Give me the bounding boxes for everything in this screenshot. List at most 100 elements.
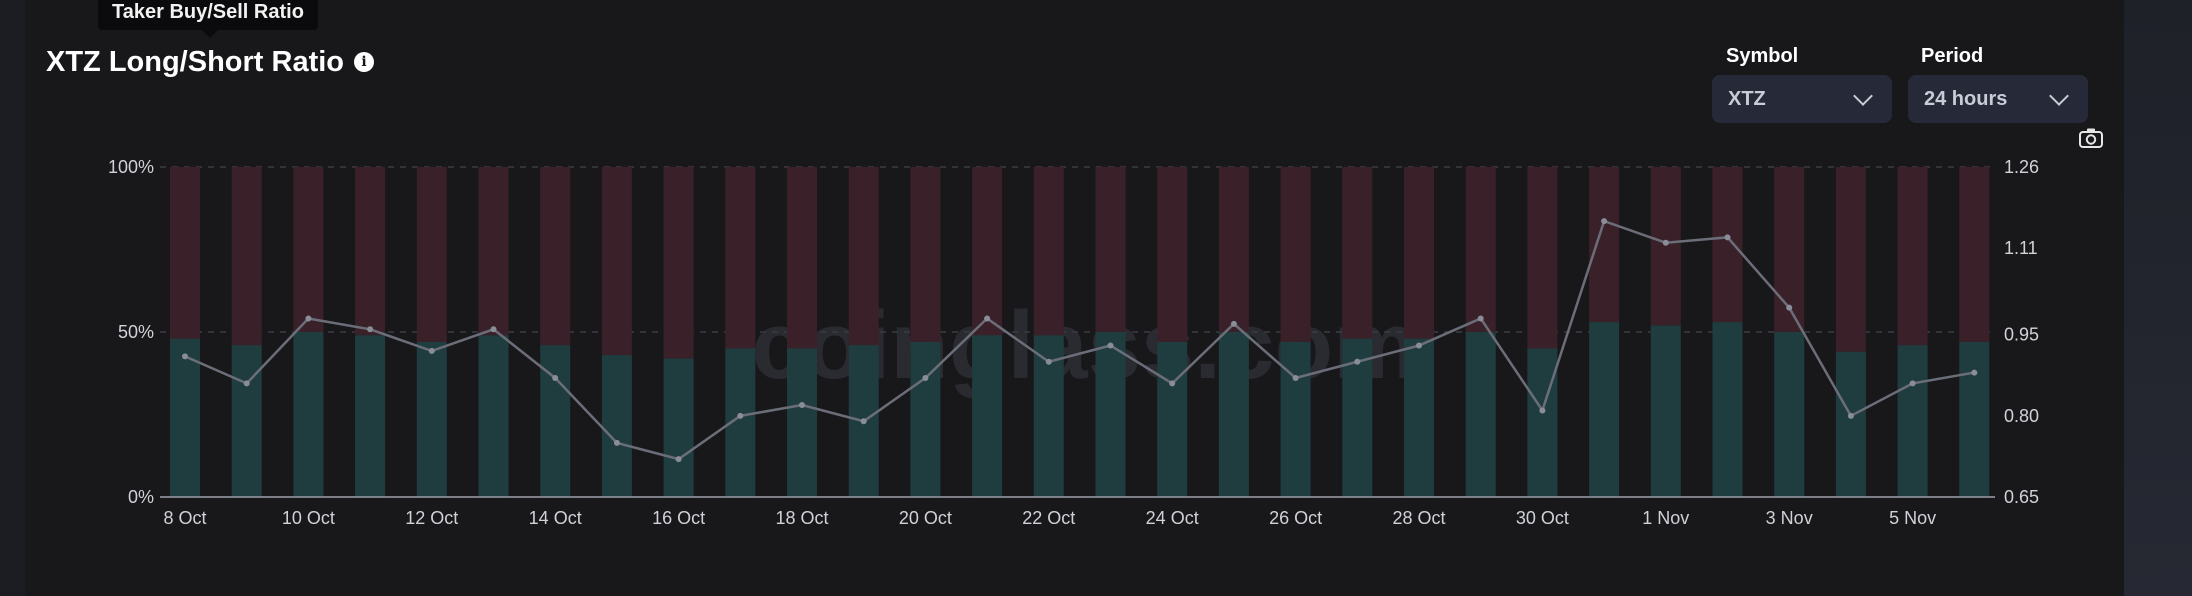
ratio-point [1230, 320, 1237, 327]
long-bar [972, 335, 1003, 497]
y-left-tick-label: 50% [118, 322, 154, 342]
short-bar [1589, 167, 1620, 323]
ratio-point [737, 412, 744, 419]
long-bar [1404, 338, 1434, 497]
ratio-point [490, 326, 497, 333]
ratio-point [675, 456, 682, 463]
x-tick-label: 22 Oct [1022, 508, 1075, 528]
ratio-point [1107, 342, 1114, 349]
long-bar [540, 345, 571, 497]
long-bar [1157, 341, 1188, 497]
long-bar [1897, 345, 1928, 497]
symbol-value: XTZ [1728, 87, 1766, 110]
short-bar [1835, 167, 1866, 352]
long-bar [231, 345, 262, 497]
ratio-point [1847, 412, 1854, 419]
short-bar [355, 167, 386, 336]
ratio-point [922, 374, 929, 381]
page-title: XTZ Long/Short Ratio i [46, 44, 375, 80]
short-bar [1650, 167, 1681, 326]
period-value: 24 hours [1924, 87, 2008, 110]
x-tick-label: 16 Oct [652, 508, 705, 528]
short-bar [1404, 167, 1434, 339]
period-label: Period [1921, 45, 1984, 67]
x-tick-label: 1 Nov [1642, 508, 1689, 528]
x-tick-label: 20 Oct [899, 508, 952, 528]
ratio-point [1724, 234, 1731, 241]
short-bar [1897, 167, 1928, 346]
ratio-point [799, 402, 805, 409]
y-right-tick-label: 0.80 [2004, 406, 2039, 426]
symbol-label: Symbol [1726, 45, 1799, 67]
long-bar [601, 355, 632, 497]
ratio-point [1169, 380, 1176, 387]
long-bar [1650, 325, 1681, 497]
long-bar [416, 341, 447, 497]
y-left-tick-label: 0% [128, 487, 154, 507]
ratio-point [1354, 358, 1361, 365]
long-bar [1218, 332, 1249, 497]
y-left-tick-label: 100% [108, 157, 154, 177]
long-bar [170, 338, 200, 497]
short-bar [1280, 167, 1311, 342]
short-bar [663, 167, 694, 359]
long-bar [787, 348, 817, 497]
y-right-tick-label: 0.95 [2004, 325, 2039, 345]
x-tick-label: 10 Oct [282, 508, 335, 528]
ratio-point [1786, 304, 1793, 311]
short-bar [1527, 167, 1558, 349]
x-tick-label: 8 Oct [163, 508, 206, 528]
long-bar [478, 335, 509, 497]
short-bar [725, 167, 756, 349]
short-bar [1712, 167, 1743, 323]
short-bar [848, 167, 879, 346]
short-bar [293, 167, 324, 332]
short-bar [787, 167, 817, 349]
short-bar [972, 167, 1003, 336]
ratio-point [1601, 218, 1608, 225]
short-bar [1033, 167, 1064, 336]
short-bar [231, 167, 262, 346]
ratio-point [613, 439, 620, 446]
axes: 0% 50% 100% 0.65 0.80 0.95 1.11 1.26 8 Oct 10 Oct… [108, 157, 2039, 528]
long-bar [1712, 322, 1743, 497]
ratio-point [1477, 315, 1484, 322]
x-tick-label: 14 Oct [529, 508, 582, 528]
long-bar [1095, 332, 1126, 497]
short-bar [170, 167, 200, 339]
title-text: XTZ Long/Short Ratio [46, 46, 345, 78]
short-bar [416, 167, 447, 342]
ratio-point [182, 353, 188, 360]
ratio-point [1662, 239, 1669, 246]
camera-icon[interactable] [2078, 127, 2104, 149]
short-bar [1095, 167, 1126, 332]
x-tick-label: 3 Nov [1766, 508, 1813, 528]
x-tick-label: 18 Oct [775, 508, 828, 528]
bars [170, 167, 1990, 497]
short-bar [1465, 167, 1496, 332]
y-right-tick-label: 0.65 [2004, 487, 2039, 507]
tooltip-text: Taker Buy/Sell Ratio [112, 1, 304, 23]
ratio-point [367, 326, 374, 333]
x-tick-label: 5 Nov [1889, 508, 1936, 528]
short-bar [540, 167, 571, 346]
info-icon[interactable]: i [354, 52, 375, 72]
short-bar [1157, 167, 1188, 342]
ratio-point [1292, 374, 1299, 381]
long-bar [1835, 351, 1866, 497]
short-bar [1774, 167, 1805, 332]
long-bar [1280, 341, 1311, 497]
ratio-point [305, 315, 312, 322]
period-select[interactable]: 24 hours [1908, 75, 2088, 123]
ratio-point [1539, 407, 1546, 414]
long-bar [910, 341, 941, 497]
symbol-select[interactable]: XTZ [1712, 75, 1892, 123]
long-bar [293, 332, 324, 497]
long-bar [1527, 348, 1558, 497]
short-bar [478, 167, 509, 336]
long-bar [1465, 332, 1496, 497]
long-bar [663, 358, 694, 497]
ratio-point [1971, 369, 1978, 376]
short-bar [1959, 167, 1990, 342]
